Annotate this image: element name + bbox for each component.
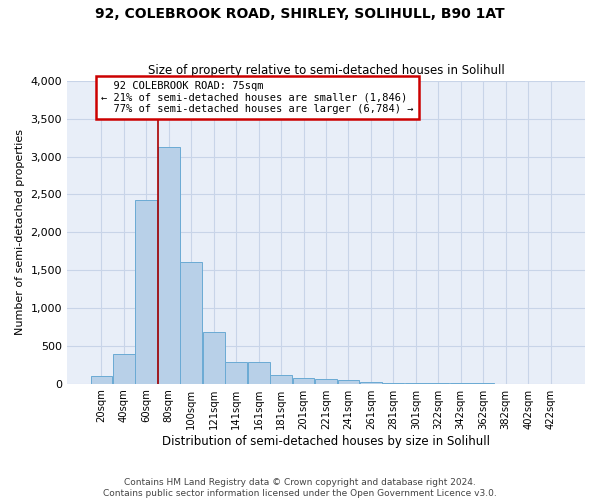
- Bar: [113, 354, 135, 384]
- Text: Contains HM Land Registry data © Crown copyright and database right 2024.
Contai: Contains HM Land Registry data © Crown c…: [103, 478, 497, 498]
- Bar: [382, 382, 404, 384]
- Bar: [158, 147, 180, 384]
- Bar: [338, 380, 359, 384]
- Bar: [136, 200, 157, 384]
- Title: Size of property relative to semi-detached houses in Solihull: Size of property relative to semi-detach…: [148, 64, 505, 77]
- Bar: [405, 383, 427, 384]
- Text: 92, COLEBROOK ROAD, SHIRLEY, SOLIHULL, B90 1AT: 92, COLEBROOK ROAD, SHIRLEY, SOLIHULL, B…: [95, 8, 505, 22]
- Bar: [315, 379, 337, 384]
- Bar: [203, 332, 224, 384]
- Bar: [360, 382, 382, 384]
- Bar: [226, 362, 247, 384]
- Bar: [270, 376, 292, 384]
- Y-axis label: Number of semi-detached properties: Number of semi-detached properties: [15, 130, 25, 336]
- Bar: [293, 378, 314, 384]
- X-axis label: Distribution of semi-detached houses by size in Solihull: Distribution of semi-detached houses by …: [162, 434, 490, 448]
- Bar: [248, 362, 269, 384]
- Bar: [181, 262, 202, 384]
- Text: 92 COLEBROOK ROAD: 75sqm
← 21% of semi-detached houses are smaller (1,846)
  77%: 92 COLEBROOK ROAD: 75sqm ← 21% of semi-d…: [101, 81, 414, 114]
- Bar: [91, 376, 112, 384]
